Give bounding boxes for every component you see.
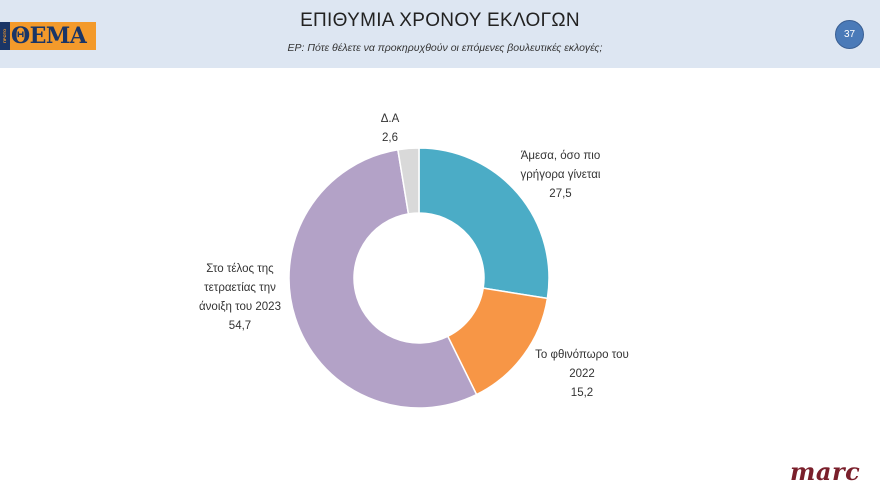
label-autumn-2022: Το φθινόπωρο του 2022 15,2 [522,346,642,403]
label-dk-na: Δ.Α 2,6 [370,110,410,148]
header-band [0,0,880,68]
marc-logo: marc [790,457,861,486]
label-end-of-term-2023: Στο τέλος της τετραετίας την άνοιξη του 20… [180,260,300,336]
logo-text: ΘΕΜΑ [11,23,87,49]
label-line: 15,2 [570,387,594,399]
label-line: 27,5 [549,188,572,200]
label-line: 54,7 [228,320,252,332]
label-line: Το φθινόπωρο του [535,349,629,361]
page-number-badge: 37 [835,20,864,49]
label-line: Άμεσα, όσο πιο [520,150,601,162]
label-line: 2022 [569,368,595,380]
label-line: Στο τέλος της [206,263,274,275]
page-title: ΕΠΙΘΥΜΙΑ ΧΡΟΝΟΥ ΕΚΛΟΓΩΝ [300,10,580,31]
label-line: Δ.Α [380,113,400,125]
label-line: 2,6 [382,132,398,144]
label-line: τετραετίας την [204,282,276,294]
question-subtitle: ΕΡ: Πότε θέλετε να προκηρυχθούν οι επόμε… [287,42,603,54]
theme-logo: ΠΡΩΤΟ ΘΕΜΑ [0,22,96,50]
label-immediately: Άμεσα, όσο πιο γρήγορα γίνεται 27,5 [498,147,623,204]
label-line: άνοιξη του 2023 [199,301,281,313]
slice-immediately [418,147,550,300]
label-line: γρήγορα γίνεται [520,169,601,181]
slice-dk-na [396,147,420,215]
slice-end-of-term [288,148,478,409]
